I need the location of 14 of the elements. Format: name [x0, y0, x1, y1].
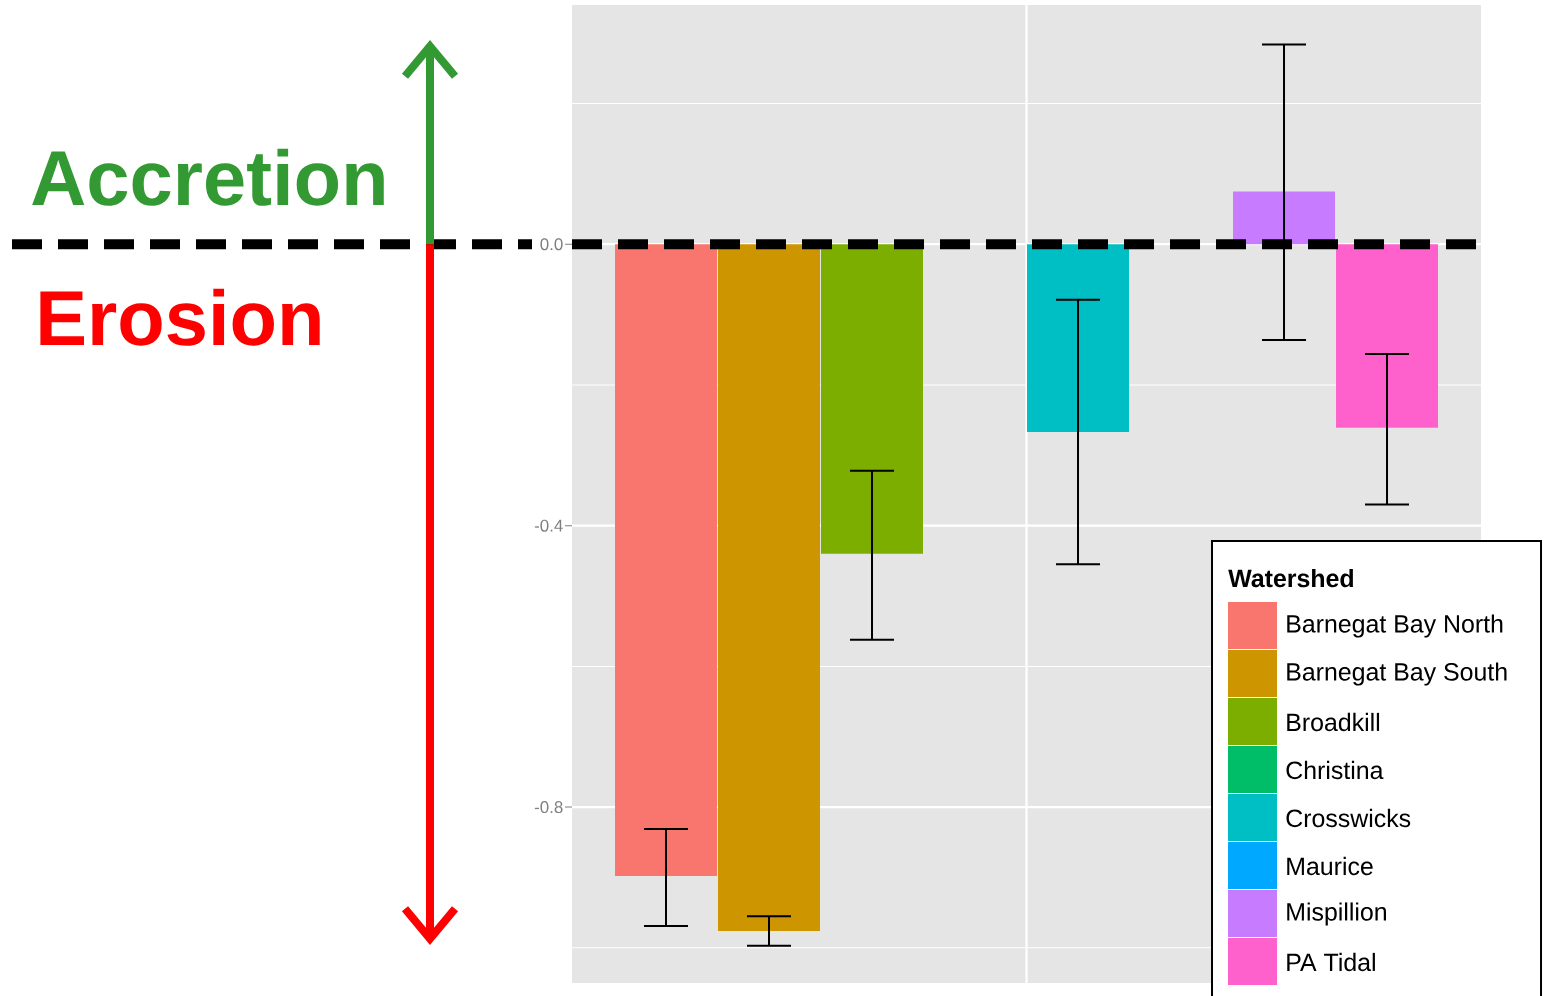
y-tick-label: -0.8 [534, 801, 563, 814]
text: Accretion [32, 148, 384, 206]
legend-label: Barnegat Bay South [1287, 662, 1507, 686]
legend-label: Christina [1286, 760, 1384, 780]
legend-label: PA Tidal [1287, 952, 1375, 972]
y-tick-label: -0.4 [534, 519, 563, 532]
legend-label: Barnegat Bay North [1287, 614, 1503, 638]
legend-label: Broadkill [1287, 712, 1380, 732]
legend-title: Watershed [1228, 568, 1353, 588]
y-tick-label: 0.0 [540, 238, 563, 251]
legend-label: Mispillion [1287, 902, 1386, 926]
text: Erosion [40, 288, 320, 346]
legend-label: Maurice [1287, 856, 1373, 876]
legend-label: Crosswicks [1286, 808, 1411, 828]
